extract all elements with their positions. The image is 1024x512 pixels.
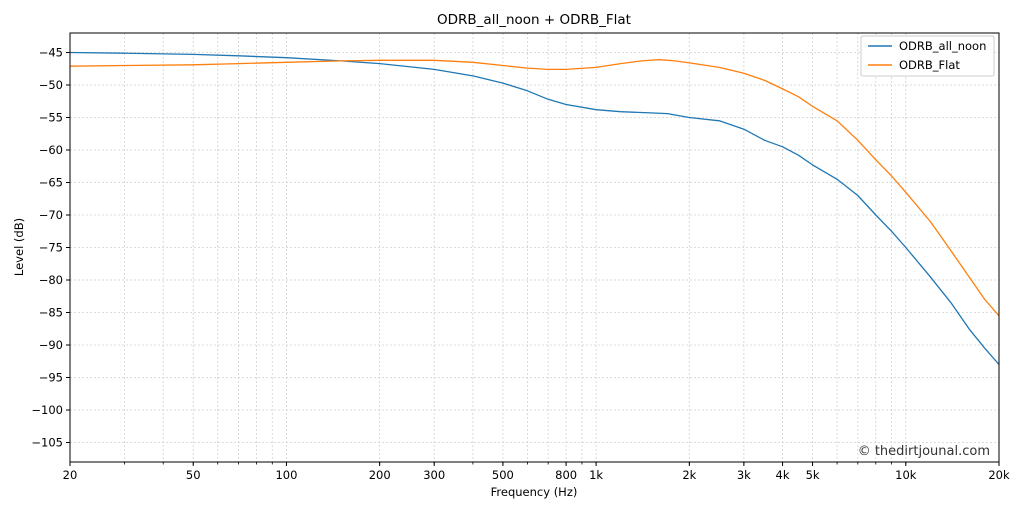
watermark-text: © thedirtjounal.com [858, 444, 990, 459]
x-tick-label: 800 [555, 468, 577, 482]
series-line-odrb-all-noon [69, 51, 1000, 365]
y-tick-label: −55 [39, 111, 63, 125]
y-tick-label: −105 [31, 436, 63, 450]
legend: ODRB_all_noon ODRB_Flat [860, 35, 995, 77]
x-tick-label: 500 [492, 468, 514, 482]
y-tick-label: −60 [39, 143, 63, 157]
legend-label-odrb-all-noon: ODRB_all_noon [899, 39, 986, 53]
x-tick-label: 5k [806, 468, 820, 482]
x-tick-label: 3k [737, 468, 751, 482]
y-axis-label: Level (dB) [12, 218, 26, 276]
y-tick-label: −45 [39, 46, 63, 60]
x-tick-label: 4k [776, 468, 790, 482]
y-tick-label: −50 [39, 78, 63, 92]
x-tick-label: 1k [589, 468, 603, 482]
axis-ticks: 20 50 100 200 300 500 800 1k 2k 3k 4k 5k 10k 20k −45 −5… [31, 46, 1010, 483]
x-tick-label: 2k [682, 468, 696, 482]
x-tick-label: 50 [186, 468, 201, 482]
x-tick-label: 100 [275, 468, 297, 482]
x-tick-label: 200 [369, 468, 391, 482]
y-tick-label: −80 [39, 273, 63, 287]
x-tick-label: 300 [423, 468, 445, 482]
y-tick-label: −100 [31, 403, 63, 417]
x-tick-label: 20 [63, 468, 78, 482]
y-tick-label: −70 [39, 208, 63, 222]
x-tick-label: 20k [988, 468, 1010, 482]
chart-title: ODRB_all_noon + ODRB_Flat [437, 12, 631, 28]
y-tick-label: −90 [39, 338, 63, 352]
legend-box [860, 35, 995, 77]
series-layer [69, 51, 1000, 365]
series-line-odrb-flat [69, 59, 1000, 317]
y-tick-label: −75 [39, 241, 63, 255]
x-axis-label: Frequency (Hz) [491, 485, 578, 499]
y-tick-label: −95 [39, 371, 63, 385]
legend-label-odrb-flat: ODRB_Flat [899, 58, 960, 72]
grid [69, 33, 1000, 462]
y-tick-label: −85 [39, 306, 63, 320]
x-tick-label: 10k [895, 468, 917, 482]
y-tick-label: −65 [39, 176, 63, 190]
